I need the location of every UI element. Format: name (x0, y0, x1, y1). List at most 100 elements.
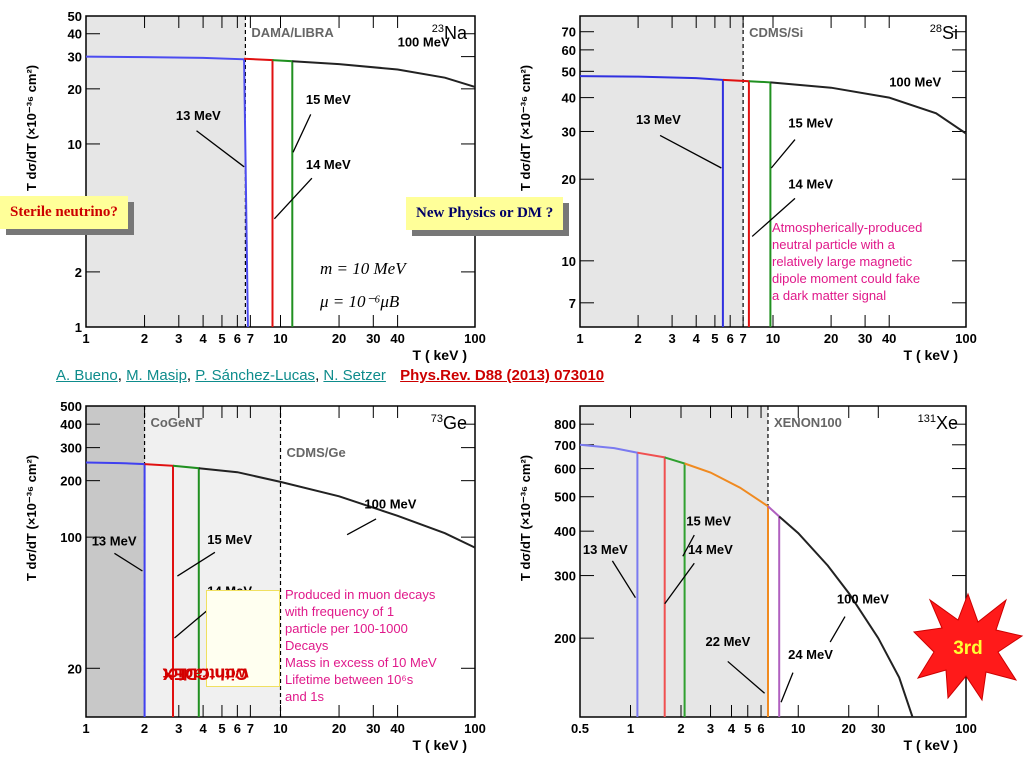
param-text: m = 10 MeV (320, 259, 408, 278)
label-leader (664, 562, 695, 605)
target-label: 73Ge (431, 413, 467, 433)
experiment-label: DAMA/LIBRA (251, 25, 334, 40)
experiment-label: XENON100 (774, 415, 842, 430)
series-line (244, 57, 274, 327)
x-tick-label: 10 (791, 721, 805, 736)
note-line: particle per 100-1000 (285, 621, 408, 636)
sterile-neutrino-callout: Sterile neutrino? (0, 196, 128, 229)
author-link-setzer[interactable]: N. Setzer (323, 367, 386, 384)
x-tick-label: 2 (634, 331, 641, 346)
x-tick-label: 30 (858, 331, 872, 346)
y-axis-label: T dσ/dT (×10⁻³⁶ cm²) (518, 455, 533, 581)
y-tick-label: 2 (75, 265, 82, 280)
experiment-label: CoGeNT (151, 415, 203, 430)
x-axis-label: T ( keV ) (904, 347, 958, 363)
series-label: 13 MeV (176, 108, 221, 123)
x-tick-label: 4 (693, 331, 701, 346)
chart-131xe: XENON100 131Xe 200 300 400 500 600 700 800 0.5 1 2 3… (518, 405, 977, 753)
y-tick-label: 20 (68, 82, 82, 97)
series-label: 22 MeV (706, 634, 751, 649)
series-label: 13 MeV (583, 542, 628, 557)
y-tick-label: 50 (562, 64, 576, 79)
note-line: a dark matter signal (772, 288, 887, 303)
y-tick-label: 40 (68, 27, 82, 42)
label-leader (770, 139, 796, 169)
note-line: and 1s (285, 689, 325, 704)
author-link-sanchez-lucas[interactable]: P. Sánchez-Lucas (195, 367, 316, 384)
excluded-region (86, 16, 246, 327)
label-leader (114, 552, 143, 572)
y-tick-label: 500 (554, 490, 576, 505)
x-tick-label: 7 (739, 331, 746, 346)
experiment-label: CDMS/Si (749, 25, 803, 40)
y-tick-label: 20 (562, 172, 576, 187)
plot-frame (579, 405, 967, 718)
label-leader (682, 534, 695, 557)
series-line (748, 80, 772, 327)
excluded-region (580, 406, 768, 717)
x-tick-label: 40 (390, 331, 404, 346)
y-tick-label: 300 (60, 441, 82, 456)
series-line (767, 505, 781, 717)
journal-link[interactable]: Phys.Rev. D88 (2013) 073010 (400, 367, 605, 384)
series-line (579, 443, 639, 717)
note-line: dipole moment could fake (772, 271, 921, 286)
y-tick-label: 7 (569, 296, 576, 311)
x-tick-label: 1 (576, 331, 583, 346)
x-tick-label: 7 (247, 331, 254, 346)
y-tick-label: 40 (562, 91, 576, 106)
x-tick-label: 20 (332, 331, 346, 346)
atmospheric-note: Atmospherically-produced neutral particle… (772, 219, 922, 304)
x-tick-label: 100 (464, 721, 486, 736)
x-tick-label: 2 (141, 331, 148, 346)
x-tick-label: 6 (727, 331, 734, 346)
series-label: 13 MeV (92, 534, 137, 549)
y-axis-label: T dσ/dT (×10⁻³⁶ cm²) (24, 455, 39, 581)
y-tick-label: 1 (75, 320, 82, 335)
series-line (85, 461, 146, 717)
author-link-bueno[interactable]: A. Bueno (56, 367, 118, 384)
series-line (292, 60, 476, 88)
muon-decay-note: Produced in muon decays with frequency of… (285, 586, 437, 705)
x-tick-label: 30 (366, 331, 380, 346)
x-tick-label: 40 (390, 721, 404, 736)
y-tick-label: 400 (60, 417, 82, 432)
x-tick-label: 10 (766, 331, 780, 346)
author-link-masip[interactable]: M. Masip (126, 367, 187, 384)
series-label: 15 MeV (788, 116, 833, 131)
third-star-badge: 3rd (912, 592, 1024, 702)
x-tick-label: 10 (273, 331, 287, 346)
x-tick-label: 20 (842, 721, 856, 736)
y-tick-label: 20 (68, 661, 82, 676)
reference-line: A. Bueno, M. Masip, P. Sánchez-Lucas, N.… (56, 367, 605, 384)
y-tick-label: 600 (554, 462, 576, 477)
y-tick-label: 400 (554, 524, 576, 539)
y-tick-label: 60 (562, 43, 576, 58)
y-axis-label: T dσ/dT (×10⁻³⁶ cm²) (24, 65, 39, 191)
x-tick-label: 5 (218, 721, 225, 736)
label-leader (292, 114, 312, 153)
series-label: 14 MeV (306, 157, 351, 172)
x-tick-label: 3 (707, 721, 714, 736)
excluded-region (580, 16, 744, 327)
chart-73ge: CoGeNT CDMS/Ge 73Ge 20 100 200 300 400 500 1 2 3 4 5 6… (24, 399, 486, 753)
x-tick-label: 3 (175, 721, 182, 736)
x-tick-label: 4 (728, 721, 736, 736)
x-axis-label: T ( keV ) (904, 737, 958, 753)
series-line (85, 55, 249, 328)
x-tick-label: 1 (82, 721, 89, 736)
y-tick-label: 30 (562, 124, 576, 139)
series-line (198, 467, 476, 549)
x-tick-label: 7 (247, 721, 254, 736)
y-tick-label: 10 (68, 137, 82, 152)
series-label: 14 MeV (688, 542, 733, 557)
x-tick-label: 2 (677, 721, 684, 736)
target-label: 131Xe (918, 413, 958, 433)
note-line: Lifetime between 10⁶s (285, 672, 414, 687)
y-axis-label: T dσ/dT (×10⁻³⁶ cm²) (518, 65, 533, 191)
y-tick-label: 800 (554, 417, 576, 432)
x-tick-label: 30 (366, 721, 380, 736)
note-line: Atmospherically-produced (772, 220, 923, 235)
series-label: 14 MeV (788, 176, 833, 191)
